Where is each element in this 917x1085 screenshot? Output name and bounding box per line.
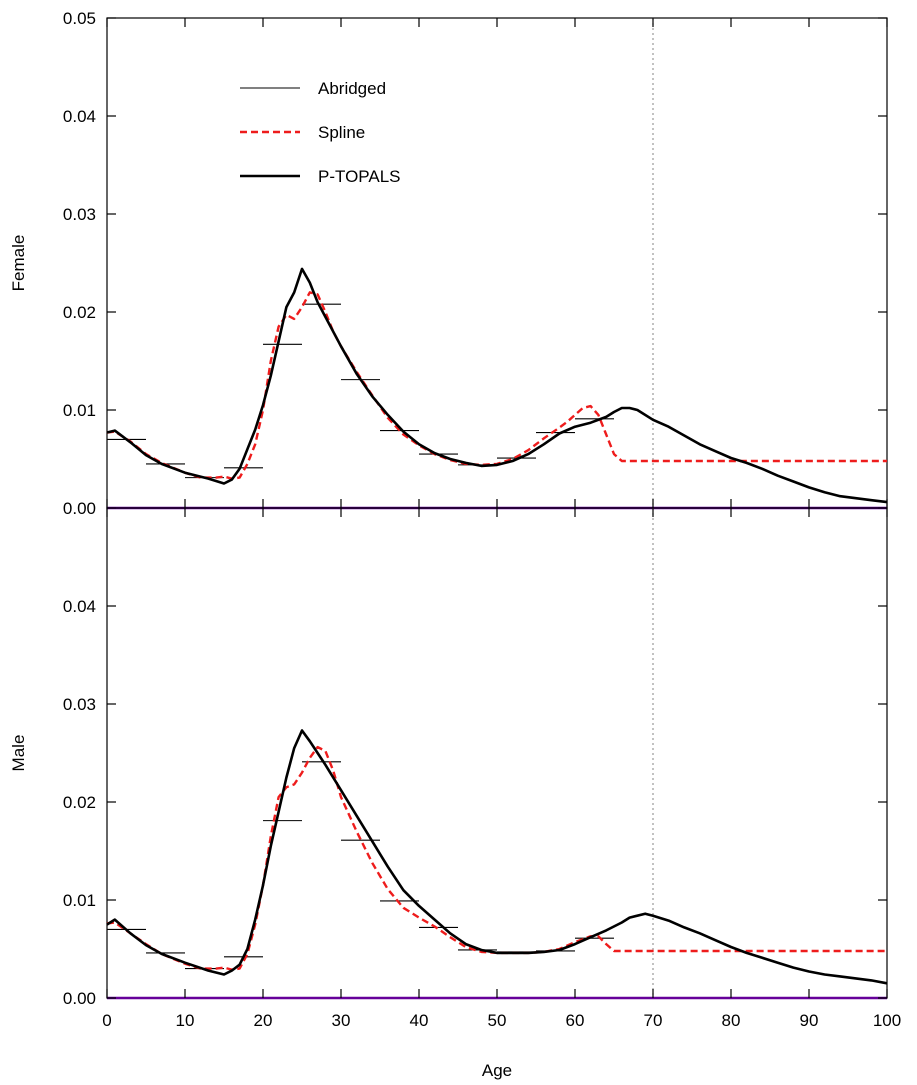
y-tick-label: 0.00	[63, 989, 96, 1008]
x-tick-label: 0	[102, 1011, 111, 1030]
y-tick-label: 0.01	[63, 401, 96, 420]
y-tick-label: 0.02	[63, 303, 96, 322]
x-axis-title: Age	[482, 1061, 512, 1080]
y-tick-label: 0.03	[63, 695, 96, 714]
y-tick-label: 0.05	[63, 9, 96, 28]
legend-label-spline: Spline	[318, 123, 365, 142]
panel-frame	[106, 507, 888, 999]
x-tick-label: 60	[566, 1011, 585, 1030]
x-tick-label: 70	[644, 1011, 663, 1030]
legend: Abridged Spline P-TOPALS	[240, 79, 401, 186]
y-tick-label: 0.03	[63, 205, 96, 224]
panel-male: 0.00 0.01 0.02 0.03 0.04 Male	[9, 507, 888, 1008]
y-axis-title: Male	[9, 735, 28, 772]
legend-label-abridged: Abridged	[318, 79, 386, 98]
x-tick-label: 90	[800, 1011, 819, 1030]
x-tick-label: 50	[488, 1011, 507, 1030]
y-axis-title: Female	[9, 235, 28, 292]
x-tick-label: 20	[254, 1011, 273, 1030]
x-tick-label: 40	[410, 1011, 429, 1030]
x-tick-label: 100	[873, 1011, 901, 1030]
y-tick-label: 0.00	[63, 499, 96, 518]
y-tick-label: 0.04	[63, 107, 96, 126]
y-tick-label: 0.04	[63, 597, 96, 616]
panel-female: 0.00 0.01 0.02 0.03 0.04 0.05 Female	[9, 9, 888, 518]
legend-label-p-topals: P-TOPALS	[318, 167, 401, 186]
y-tick-label: 0.01	[63, 891, 96, 910]
x-tick-label: 10	[176, 1011, 195, 1030]
panel-frame	[106, 17, 888, 509]
x-tick-label: 80	[722, 1011, 741, 1030]
ptopals-line	[106, 729, 888, 985]
panels-group: 0.000.010.020.030.040.05Female0.000.010.…	[9, 9, 901, 1030]
x-tick-label: 30	[332, 1011, 351, 1030]
spline-line	[106, 291, 887, 480]
y-tick-label: 0.02	[63, 793, 96, 812]
ptopals-line	[106, 267, 888, 504]
spline-line	[106, 745, 887, 971]
